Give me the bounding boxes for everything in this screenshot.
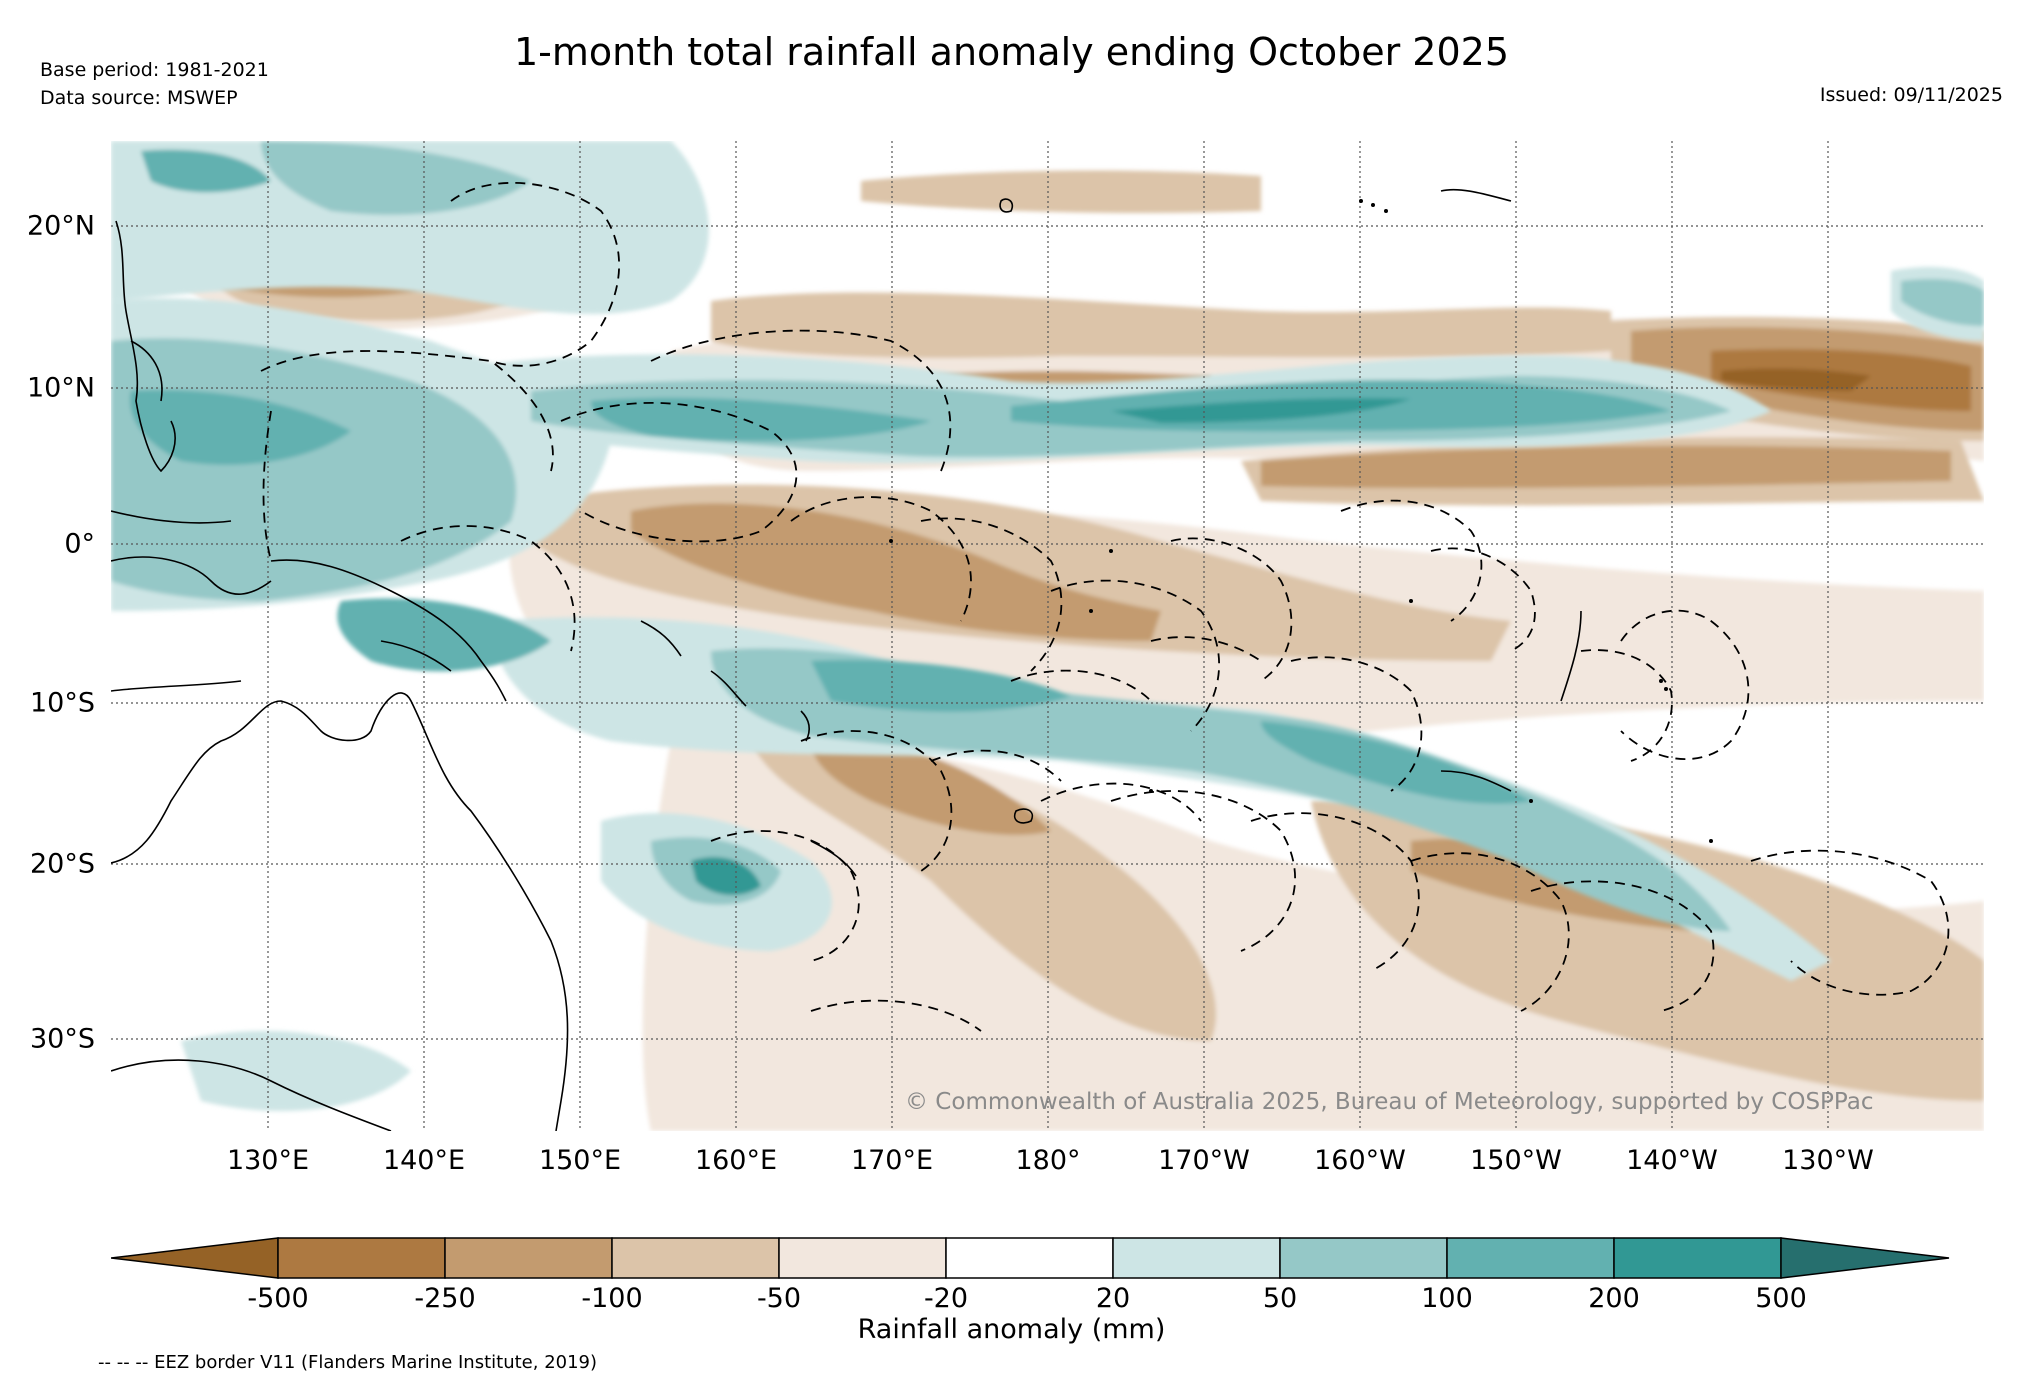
base-period-text: Base period: 1981-2021 bbox=[40, 59, 269, 81]
copyright-notice: © Commonwealth of Australia 2025, Bureau… bbox=[905, 1089, 1874, 1115]
eez-border-note: -- -- -- EEZ border V11 (Flanders Marine… bbox=[98, 1352, 598, 1373]
lon-label-170e: 170°E bbox=[850, 1145, 934, 1176]
colorbar-tick: 100 bbox=[1421, 1283, 1473, 1314]
lat-label-20s: 20°S bbox=[30, 848, 95, 880]
data-source-text: Data source: MSWEP bbox=[40, 87, 238, 109]
colorbar-segment bbox=[1446, 1237, 1615, 1279]
metadata-block: Base period: 1981-2021 Data source: MSWE… bbox=[40, 56, 269, 112]
colorbar-segment bbox=[945, 1237, 1114, 1279]
eez-borders bbox=[260, 181, 1950, 1032]
colorbar-extend-low bbox=[111, 1237, 279, 1279]
lon-label-130e: 130°E bbox=[226, 1145, 310, 1176]
coastlines bbox=[111, 188, 1582, 1131]
colorbar-tick: 20 bbox=[1095, 1283, 1131, 1314]
colorbar-segment bbox=[1112, 1237, 1281, 1279]
colorbar-segment bbox=[1279, 1237, 1448, 1279]
lon-label-160e: 160°E bbox=[694, 1145, 778, 1176]
colorbar-segment bbox=[1613, 1237, 1782, 1279]
lat-label-10n: 10°N bbox=[26, 372, 95, 404]
lon-label-160w: 160°W bbox=[1314, 1145, 1406, 1176]
map-title: 1-month total rainfall anomaly ending Oc… bbox=[513, 30, 1509, 74]
lon-label-140w: 140°W bbox=[1626, 1145, 1718, 1176]
colorbar-tick: -20 bbox=[923, 1283, 969, 1314]
colorbar-tick: 50 bbox=[1262, 1283, 1298, 1314]
lon-label-180: 180° bbox=[1015, 1145, 1081, 1176]
anomaly-shading-wet bbox=[111, 141, 1984, 1111]
colorbar-tick: -250 bbox=[414, 1283, 476, 1314]
lat-label-0: 0° bbox=[64, 528, 95, 560]
colorbar-segment bbox=[277, 1237, 446, 1279]
lon-label-130w: 130°W bbox=[1782, 1145, 1874, 1176]
colorbar-tick: -50 bbox=[756, 1283, 802, 1314]
colorbar-tick: 500 bbox=[1755, 1283, 1807, 1314]
colorbar-segment bbox=[611, 1237, 780, 1279]
lat-label-30s: 30°S bbox=[30, 1023, 95, 1055]
graticule bbox=[111, 141, 1984, 1131]
lon-label-170w: 170°W bbox=[1158, 1145, 1250, 1176]
lon-label-150e: 150°E bbox=[538, 1145, 622, 1176]
lat-label-20n: 20°N bbox=[26, 210, 95, 242]
map-svg bbox=[111, 141, 1984, 1131]
colorbar-title: Rainfall anomaly (mm) bbox=[857, 1314, 1166, 1345]
colorbar bbox=[111, 1237, 1950, 1279]
rainfall-anomaly-map bbox=[111, 141, 1984, 1131]
lon-label-140e: 140°E bbox=[382, 1145, 466, 1176]
colorbar-segment bbox=[778, 1237, 947, 1279]
lat-label-10s: 10°S bbox=[30, 687, 95, 719]
issued-date: Issued: 09/11/2025 bbox=[1819, 84, 2003, 106]
colorbar-segment bbox=[444, 1237, 613, 1279]
lon-label-150w: 150°W bbox=[1470, 1145, 1562, 1176]
colorbar-tick: -100 bbox=[581, 1283, 643, 1314]
islands bbox=[889, 199, 1713, 843]
colorbar-extend-high bbox=[1780, 1237, 1950, 1279]
colorbar-tick: -500 bbox=[247, 1283, 309, 1314]
colorbar-tick: 200 bbox=[1588, 1283, 1640, 1314]
